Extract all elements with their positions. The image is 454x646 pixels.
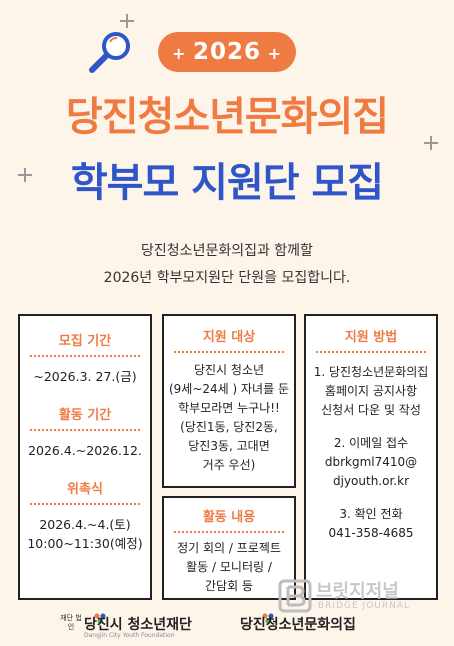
sparkle-icon [18, 168, 32, 182]
intro-text: 당진청소년문화의집과 함께할 2026년 학부모지원단 단원을 모집합니다. [103, 243, 351, 286]
foundation-logo-icon [94, 613, 106, 624]
schedule-card: 모집 기간 ~2026.3. 27.(금) 활동 기간 2026.4.~2026… [18, 314, 152, 600]
main-title: 당진청소년문화의집 [65, 94, 389, 140]
footer-logos: 재단 법인 당진시 청소년재단 Dangjin City Youth Found… [60, 613, 356, 639]
year-badge: + 2026 + [158, 32, 296, 72]
watermark: 브릿지저널 BRIDGE JOURNAL [278, 575, 454, 619]
apply-method-card: 지원 방법 1. 당진청소년문화의집 홈페이지 공지사항 신청서 다운 및 작성… [304, 314, 438, 600]
magnifier-icon [89, 32, 130, 73]
sub-title: 학부모 지원단 모집 [70, 160, 384, 206]
bridge-journal-logo-icon [278, 579, 312, 613]
target-card: 지원 대상 당진시 청소년 (9세~24세 ) 자녀를 둔 학부모라면 누구나!… [162, 314, 296, 488]
sparkle-icon [120, 14, 134, 28]
sparkle-icon [424, 136, 438, 150]
activity-card: 활동 내용 정기 회의 / 프로젝트 활동 / 모니터링 / 간담회 등 [162, 496, 296, 600]
center-logo-icon [262, 613, 274, 624]
